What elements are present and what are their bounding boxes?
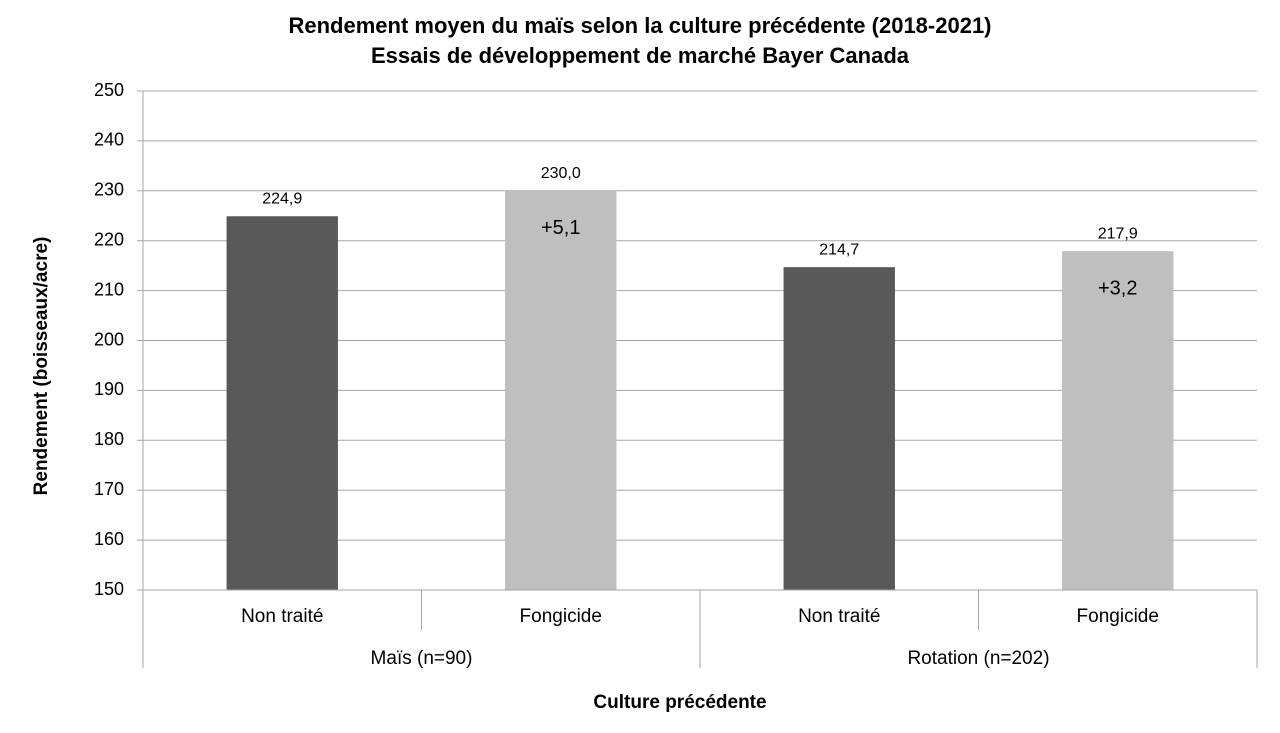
chart-subtitle: Essais de développement de marché Bayer … [371,43,910,68]
bar-annotation: +5,1 [541,217,580,239]
y-tick-label: 230 [94,180,124,200]
y-tick-label: 250 [94,80,124,100]
bar-annotation: +3,2 [1098,277,1137,299]
y-tick-label: 220 [94,229,124,249]
value-label: 217,9 [1098,225,1138,242]
y-axis-title: Rendement (boisseaux/acre) [31,237,52,496]
y-tick-label: 180 [94,429,124,449]
x-tick-label: Non traité [241,606,323,627]
y-tick-label: 200 [94,329,124,349]
x-tick-label: Fongicide [1077,606,1159,627]
bar [505,190,617,591]
y-tick-label: 150 [94,579,124,599]
y-tick-label: 240 [94,130,124,150]
x-tick-label: Non traité [798,606,880,627]
y-tick-label: 210 [94,279,124,299]
chart-title: Rendement moyen du maïs selon la culture… [288,13,991,38]
bar [783,267,895,590]
x-tick-label: Fongicide [520,606,602,627]
y-tick-label: 160 [94,529,124,549]
value-label: 214,7 [819,241,859,258]
bar [1062,251,1174,590]
y-tick-label: 190 [94,379,124,399]
group-label: Maïs (n=90) [371,648,473,669]
group-label: Rotation (n=202) [907,648,1049,669]
value-label: 230,0 [541,165,581,182]
bar [226,216,338,590]
x-axis-title: Culture précédente [593,692,766,713]
value-label: 224,9 [262,190,302,207]
y-tick-label: 170 [94,479,124,499]
